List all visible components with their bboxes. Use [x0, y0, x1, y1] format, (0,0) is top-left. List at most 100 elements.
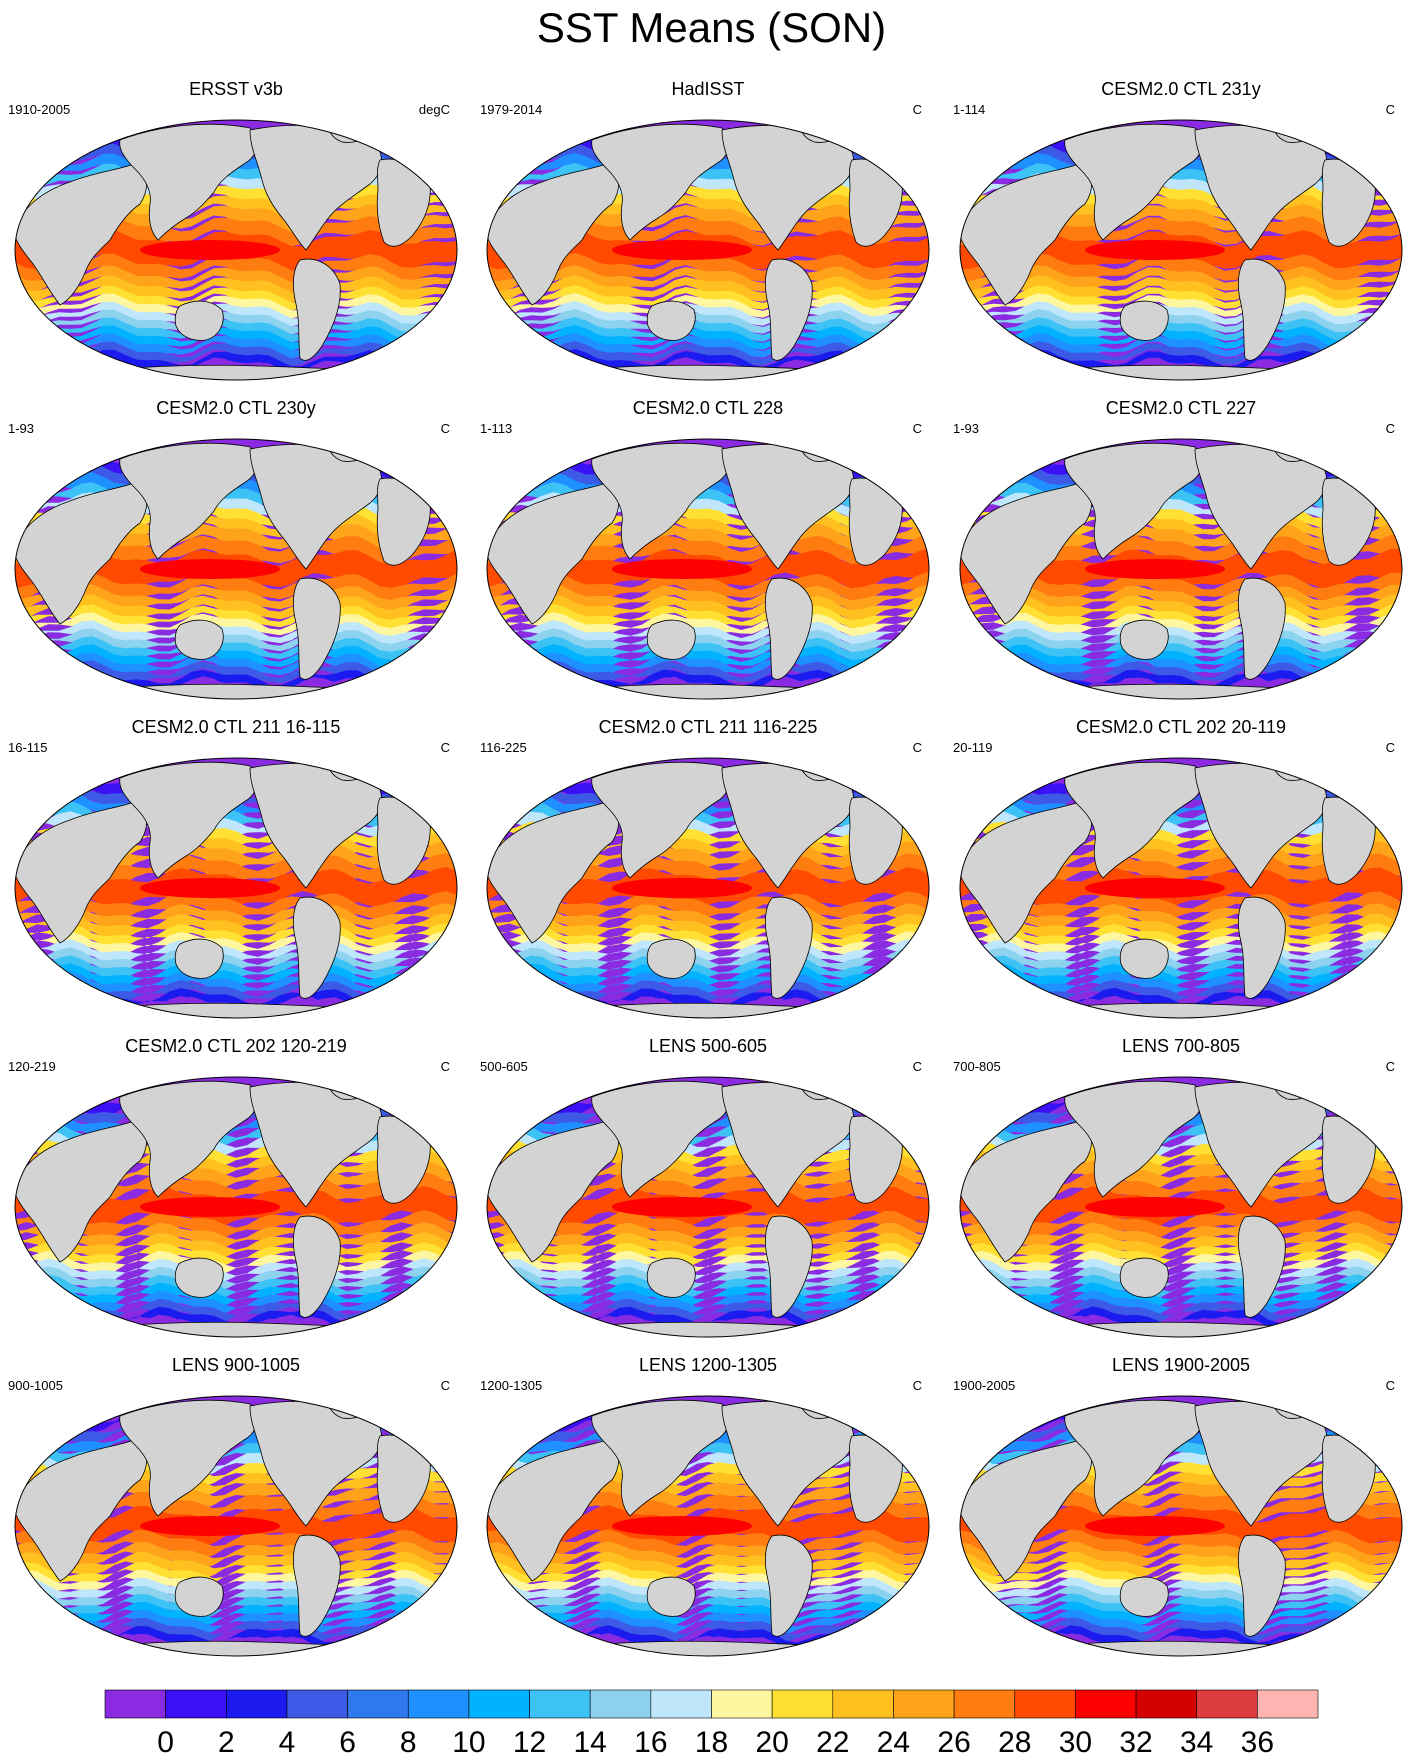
panel-units-label: C: [1385, 421, 1395, 436]
sst-contour-band: [487, 1274, 929, 1300]
land-mass: [960, 480, 1093, 625]
sst-contour-band: [15, 1569, 457, 1595]
sst-contour-band: [15, 963, 457, 989]
sst-contour-band: [960, 1172, 1402, 1204]
panel-units-label: C: [1385, 1059, 1395, 1074]
sst-contour-band: [15, 1298, 457, 1324]
sst-contour-band: [960, 1274, 1402, 1300]
colorbar-tick-label: 26: [937, 1726, 970, 1759]
land-mass: [591, 1399, 730, 1517]
sst-contour-band: [960, 1232, 1402, 1260]
colorbar-swatch: [407, 1689, 470, 1719]
sst-map: [486, 757, 930, 1019]
sst-contour-band: [960, 963, 1402, 988]
panel-title: LENS 700-805: [1121, 1036, 1241, 1056]
land-mass: [292, 577, 341, 680]
map-panel: LENS 1900-2005 1900-2005 C: [945, 1354, 1417, 1674]
land-mass: [119, 1399, 258, 1517]
warm-pool-contour: [612, 240, 752, 260]
sst-contour-band: [487, 913, 929, 941]
sst-contour-band: [960, 285, 1402, 311]
sst-contour-band: [960, 325, 1402, 351]
land-mass: [531, 364, 893, 380]
sst-contour-band: [15, 309, 457, 335]
sst-contour-band: [960, 841, 1402, 870]
colorbar-swatch: [893, 1689, 955, 1719]
panel-title: CESM2.0 CTL 228: [632, 398, 784, 418]
land-mass: [487, 1118, 620, 1263]
warm-pool-contour: [1085, 1516, 1225, 1536]
colorbar-tick-label: 24: [877, 1726, 910, 1759]
land-mass: [1004, 364, 1366, 380]
land-mass: [1064, 442, 1203, 560]
map-panel: CESM2.0 CTL 202 20-119 20-119 C: [945, 716, 1417, 1036]
land-mass: [15, 799, 148, 944]
sst-contour-band: [487, 636, 929, 662]
map-outline: [14, 1395, 458, 1657]
sst-contour-band: [487, 1625, 929, 1651]
land-mass: [591, 761, 730, 879]
land-mass: [1004, 1640, 1366, 1656]
warm-pool-contour: [140, 1516, 280, 1536]
sst-contour-band: [487, 1210, 929, 1240]
sst-contour-band: [960, 1242, 1402, 1268]
warm-pool-contour: [140, 1197, 280, 1217]
map-outline: [959, 1076, 1403, 1338]
sst-contour-band: [960, 1601, 1402, 1627]
sst-contour-band: [960, 293, 1402, 319]
sst-contour-band: [960, 1140, 1402, 1168]
map-outline: [14, 1076, 458, 1338]
land-mass: [531, 1321, 893, 1337]
map-panel: CESM2.0 CTL 211 16-115 16-115 C: [0, 716, 472, 1036]
colorbar-tick-label: 8: [400, 1726, 417, 1759]
land-mass: [764, 1215, 813, 1318]
land-mass: [1004, 1002, 1366, 1018]
land-mass: [960, 1437, 1093, 1582]
land-mass: [292, 1215, 341, 1318]
sst-contour-band: [15, 1601, 457, 1627]
sst-contour-band: [15, 979, 457, 1005]
sst-contour-band: [960, 971, 1402, 996]
land-mass: [764, 1534, 813, 1637]
sst-contour-band: [487, 1250, 929, 1276]
land-mass: [487, 1437, 620, 1582]
land-mass: [292, 896, 341, 999]
land-mass: [15, 1118, 148, 1263]
colorbar-tick-label: 34: [1180, 1726, 1213, 1759]
panel-units-label: C: [912, 740, 922, 755]
colorbar-tick-label: 2: [218, 1726, 235, 1759]
sst-contour-band: [487, 620, 929, 646]
sst-contour-band: [960, 620, 1402, 646]
map-panel: LENS 1200-1305 1200-1305 C: [472, 1354, 944, 1674]
colorbar-tick-label: 30: [1059, 1726, 1092, 1759]
sst-contour-band: [15, 265, 457, 293]
sst-contour-band: [960, 1491, 1402, 1523]
land-mass: [960, 161, 1093, 306]
sst-contour-band: [960, 955, 1402, 980]
sst-map: [14, 438, 458, 700]
colorbar-tick-label: 16: [634, 1726, 667, 1759]
land-mass: [960, 799, 1093, 944]
map-outline: [486, 438, 930, 700]
sst-contour-band: [487, 1160, 929, 1190]
land-mass: [59, 364, 421, 380]
sst-contour-band: [15, 215, 457, 247]
sst-contour-band: [960, 1120, 1402, 1148]
sst-contour-band: [960, 628, 1402, 654]
warm-pool-contour: [140, 240, 280, 260]
colorbar-swatch: [104, 1689, 166, 1719]
panel-units-label: C: [1385, 102, 1395, 117]
warm-pool-contour: [140, 878, 280, 898]
sst-contour-band: [487, 1569, 929, 1595]
sst-contour-band: [487, 652, 929, 678]
panel-period-label: 500-605: [480, 1059, 528, 1074]
warm-pool-contour: [612, 1197, 752, 1217]
sst-map: [14, 757, 458, 1019]
map-panel: CESM2.0 CTL 211 116-225 116-225 C: [472, 716, 944, 1036]
sst-contour-band: [960, 636, 1402, 662]
sst-contour-band: [960, 1210, 1402, 1240]
sst-contour-band: [15, 285, 457, 311]
sst-contour-band: [960, 1577, 1402, 1603]
land-mass: [119, 761, 258, 879]
sst-contour-band: [960, 652, 1402, 678]
